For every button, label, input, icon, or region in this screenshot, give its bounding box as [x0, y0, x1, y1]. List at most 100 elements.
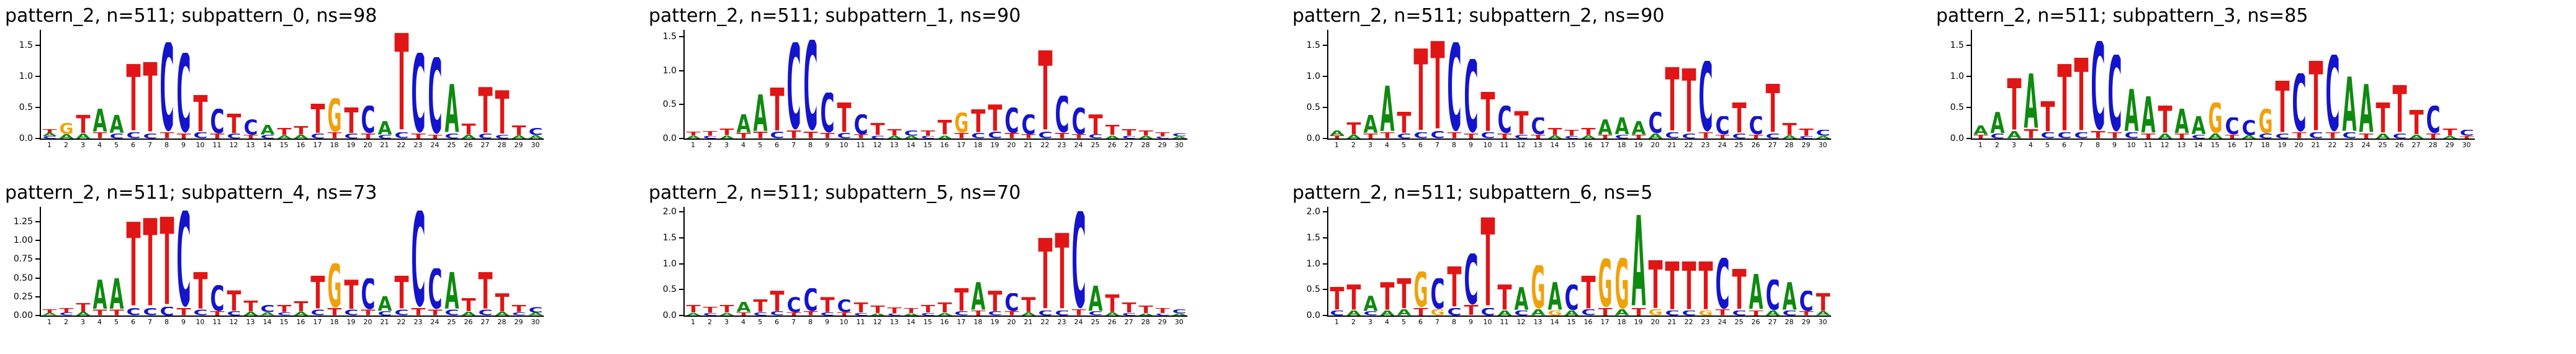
x-tick-label: 1	[1335, 318, 1339, 326]
logo-letter-A: A	[109, 278, 124, 310]
svg-text:T: T	[1038, 50, 1052, 132]
logo-letter-A: A	[1564, 311, 1579, 315]
y-tick-mark	[679, 263, 683, 265]
x-tick-label: 14	[263, 141, 272, 149]
x-tick-label: 25	[1734, 141, 1744, 149]
logo-letter-T: T	[327, 308, 342, 315]
logo-letter-T: T	[495, 90, 510, 135]
logo-letter-C: C	[803, 288, 818, 312]
svg-text:T: T	[2292, 132, 2306, 138]
svg-text:T: T	[837, 102, 851, 133]
logo-letter-A: A	[42, 133, 57, 136]
logo-letter-C: C	[310, 309, 325, 315]
y-tick-mark	[35, 296, 40, 297]
logo-letter-C: C	[921, 313, 935, 315]
x-tick-label: 16	[940, 141, 949, 149]
logo-letter-C: C	[126, 308, 141, 315]
x-tick-label: 22	[397, 318, 406, 326]
logo-letter-T: T	[1330, 287, 1344, 311]
svg-text:C: C	[1413, 132, 1428, 138]
logo-letter-T: T	[1071, 309, 1086, 315]
logo-letter-T: T	[160, 132, 174, 138]
logo-letter-C: C	[853, 313, 868, 315]
logo-letter-C: C	[1004, 293, 1019, 311]
svg-text:T: T	[1631, 308, 1646, 316]
svg-text:C: C	[1531, 117, 1545, 135]
x-tick-label: 20	[1651, 318, 1660, 326]
x-tick-label: 21	[1667, 141, 1677, 149]
y-tick-label: 1.5	[1950, 40, 1964, 50]
logo-letter-A: A	[2241, 135, 2256, 138]
logo-letter-T: T	[1782, 123, 1797, 135]
logo-letter-C: C	[344, 134, 359, 138]
svg-text:G: G	[1430, 309, 1444, 315]
x-axis-labels: 1 2 3 4 5 6 7 8 9 10 11 12 13 14 15 16 17 18 19 20 21 22 23 24 2…	[41, 141, 544, 149]
logo-letter-T: T	[1122, 129, 1137, 136]
svg-text:T: T	[176, 308, 191, 315]
svg-text:C: C	[1055, 311, 1069, 315]
logo-letter-A: A	[377, 121, 392, 135]
x-tick-label: 27	[1124, 141, 1133, 149]
logo-letter-C: C	[428, 57, 443, 135]
logo-letter-C: C	[2191, 135, 2206, 138]
svg-text:T: T	[971, 109, 985, 133]
logo-letter-A: A	[461, 135, 476, 138]
logo-letter-T: T	[59, 308, 74, 312]
logo-letter-T: T	[803, 132, 818, 138]
svg-text:C: C	[1038, 311, 1052, 315]
logo-letter-A: A	[1648, 134, 1663, 138]
x-tick-label: 4	[97, 141, 102, 149]
svg-text:A: A	[904, 136, 918, 138]
logo-letter-C: C	[59, 312, 74, 315]
svg-text:A: A	[2007, 131, 2022, 138]
svg-text:T: T	[478, 272, 492, 309]
x-tick-label: 30	[1174, 141, 1184, 149]
svg-text:T: T	[2074, 58, 2088, 132]
logo-letter-A: A	[294, 135, 308, 138]
logo-letter-C: C	[1615, 135, 1629, 138]
x-tick-label: 4	[1385, 318, 1389, 326]
y-axis: 0.0 0.5 1.0 1.5	[1936, 30, 1971, 143]
logo-letter-A: A	[1782, 135, 1797, 138]
logo-letter-T: T	[837, 312, 852, 315]
logo-letter-C: C	[2459, 130, 2474, 136]
logo-letter-A: A	[42, 313, 57, 315]
logo-letter-T: T	[126, 222, 141, 308]
x-tick-label: 23	[413, 318, 423, 326]
x-tick-label: 28	[1141, 141, 1150, 149]
x-tick-label: 9	[1469, 141, 1473, 149]
svg-text:C: C	[1071, 107, 1086, 135]
x-tick-label: 2	[1351, 141, 1356, 149]
svg-text:T: T	[1682, 261, 1696, 311]
logo-letter-A: A	[1363, 115, 1378, 134]
y-tick-mark	[1323, 263, 1327, 265]
svg-text:T: T	[1732, 102, 1746, 134]
y-tick-label: 1.00	[13, 235, 33, 246]
svg-text:T: T	[1430, 41, 1444, 131]
logo-letter-T: T	[971, 109, 986, 133]
svg-text:T: T	[143, 62, 157, 134]
logo-letter-C: C	[1514, 135, 1529, 138]
logo-letter-A: A	[109, 115, 124, 134]
logo-letter-G: G	[954, 112, 969, 133]
x-tick-label: 10	[839, 318, 849, 326]
logo-letter-T: T	[2225, 135, 2240, 138]
svg-text:T: T	[921, 130, 935, 136]
logo-letter-T: T	[1021, 297, 1036, 312]
x-tick-label: 19	[346, 141, 356, 149]
logo-letter-C: C	[870, 135, 885, 138]
y-axis: 0.0 0.5 1.0 1.5	[1292, 30, 1327, 143]
logo-letter-T: T	[1799, 129, 1814, 136]
x-tick-label: 8	[1452, 141, 1456, 149]
logo-letter-C: C	[310, 134, 325, 138]
x-tick-label: 16	[940, 318, 949, 326]
x-tick-label: 23	[413, 141, 423, 149]
svg-text:A: A	[1547, 135, 1562, 138]
logo-letter-C: C	[1480, 132, 1495, 138]
x-tick-label: 14	[2194, 141, 2203, 149]
logo-letter-T: T	[1122, 302, 1137, 313]
x-tick-label: 28	[1785, 318, 1794, 326]
logo-letter-T: T	[954, 288, 969, 312]
x-tick-label: 12	[873, 318, 882, 326]
logo-letter-A: A	[260, 125, 275, 135]
